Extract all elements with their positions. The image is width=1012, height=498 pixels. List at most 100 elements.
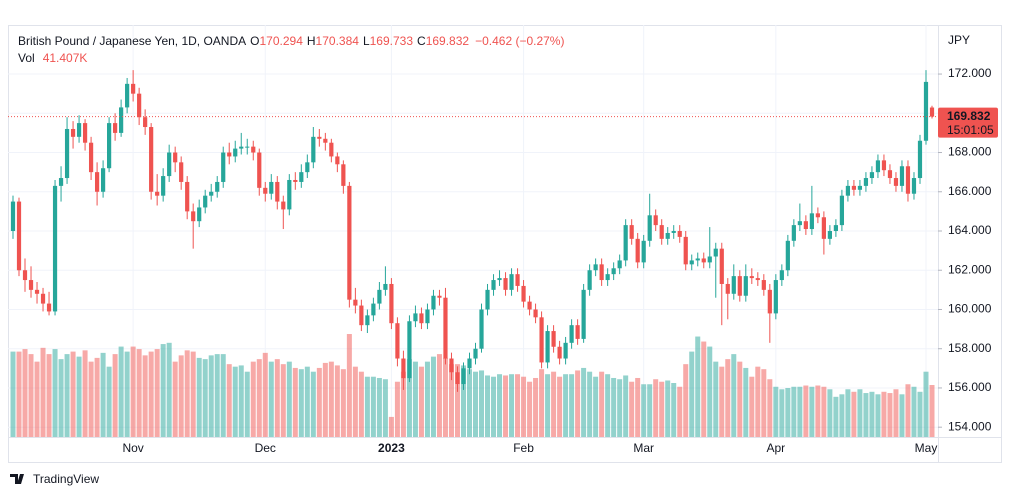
- candle-body: [257, 152, 262, 188]
- candle-body: [473, 348, 478, 359]
- candle-body: [209, 191, 214, 196]
- y-tick-label: 166.000: [948, 184, 992, 198]
- candle-body: [869, 172, 875, 179]
- volume-bar: [322, 362, 328, 437]
- volume-bar: [725, 359, 731, 437]
- candle-body: [58, 178, 64, 186]
- candle-body: [923, 81, 929, 141]
- price-tag-value: 169.832: [947, 109, 991, 123]
- candle-body: [863, 178, 869, 186]
- volume-bar: [503, 375, 509, 437]
- volume-bar: [899, 394, 905, 437]
- volume-bar: [130, 346, 136, 437]
- volume-bar: [328, 361, 334, 437]
- volume-bar: [190, 351, 196, 437]
- volume-bar: [70, 351, 76, 437]
- candle-body: [695, 258, 700, 261]
- candle-body: [605, 274, 610, 281]
- volume-bar: [406, 359, 412, 437]
- candle-body: [707, 256, 712, 263]
- candle-body: [461, 368, 466, 385]
- volume-bar: [719, 366, 725, 437]
- volume-bar: [280, 364, 286, 437]
- volume-bar: [767, 379, 773, 437]
- candle-body: [671, 231, 676, 233]
- volume-bar: [677, 386, 683, 437]
- candle-body: [431, 295, 436, 310]
- candle-body: [88, 142, 94, 173]
- volume-bar: [388, 416, 394, 437]
- candle-body: [455, 372, 460, 385]
- volume-bar: [623, 375, 629, 437]
- x-tick-label: Dec: [255, 441, 276, 455]
- volume-bar: [821, 386, 827, 437]
- volume-bar: [64, 354, 70, 437]
- x-tick-label: May: [915, 441, 938, 455]
- volume-bar: [400, 371, 406, 437]
- symbol-title: British Pound / Japanese Yen, 1D, OANDA: [18, 34, 246, 48]
- candle-body: [40, 293, 46, 304]
- candle-body: [281, 201, 286, 210]
- x-tick-label: Apr: [766, 441, 785, 455]
- candle-body: [215, 181, 220, 192]
- candle-body: [647, 215, 652, 241]
- volume-bar: [58, 359, 64, 437]
- candle-body: [719, 248, 724, 284]
- y-tick-label: 162.000: [948, 262, 992, 276]
- volume-bar: [539, 369, 545, 437]
- volume-bar: [875, 394, 881, 437]
- candle-body: [143, 117, 148, 128]
- volume-bar: [136, 349, 142, 437]
- candle-body: [16, 201, 22, 271]
- candle-body: [46, 303, 52, 312]
- brand-logo: TradingView: [10, 472, 99, 486]
- candle-body: [191, 211, 196, 222]
- volume-bar: [749, 376, 755, 437]
- volume-bar: [232, 366, 238, 437]
- candle-body: [100, 168, 106, 192]
- volume-bar: [202, 359, 208, 437]
- candle-body: [467, 358, 472, 369]
- volume-bar: [460, 365, 466, 437]
- volume-bar: [863, 393, 869, 437]
- candle-body: [371, 303, 376, 316]
- candle-body: [797, 221, 802, 226]
- candle-body: [365, 315, 370, 326]
- volume-bar: [791, 386, 797, 437]
- volume-name: Vol: [18, 51, 35, 65]
- volume-bar: [773, 386, 779, 437]
- volume-bar: [611, 377, 617, 437]
- y-tick-label: 172.000: [948, 66, 992, 80]
- volume-bar: [76, 356, 82, 437]
- volume-value: 41.407K: [43, 51, 88, 65]
- volume-bar: [881, 391, 887, 437]
- candle-body: [701, 258, 706, 263]
- volume-bar: [815, 385, 821, 437]
- volume-bar: [412, 361, 418, 437]
- candle-body: [743, 276, 748, 296]
- candle-body: [401, 358, 406, 379]
- candle-body: [641, 240, 646, 263]
- candle-body: [599, 264, 604, 281]
- candle-body: [917, 140, 923, 179]
- volume-bar: [82, 350, 88, 437]
- volume-bar: [803, 385, 809, 437]
- candle-body: [617, 260, 622, 269]
- candle-body: [725, 283, 730, 294]
- candle-body: [28, 280, 34, 290]
- volume-bar: [551, 371, 557, 437]
- candle-body: [149, 127, 154, 192]
- candle-body: [185, 181, 190, 212]
- volume-bar: [268, 361, 274, 437]
- candle-body: [881, 160, 887, 171]
- candle-body: [581, 289, 586, 339]
- volume-bar: [208, 355, 214, 437]
- volume-bar: [473, 371, 479, 437]
- candle-body: [821, 217, 826, 239]
- y-tick-label: 164.000: [948, 223, 992, 237]
- candle-body: [275, 181, 280, 202]
- volume-bar: [172, 361, 178, 437]
- candle-body: [623, 225, 628, 261]
- candle-body: [767, 289, 772, 314]
